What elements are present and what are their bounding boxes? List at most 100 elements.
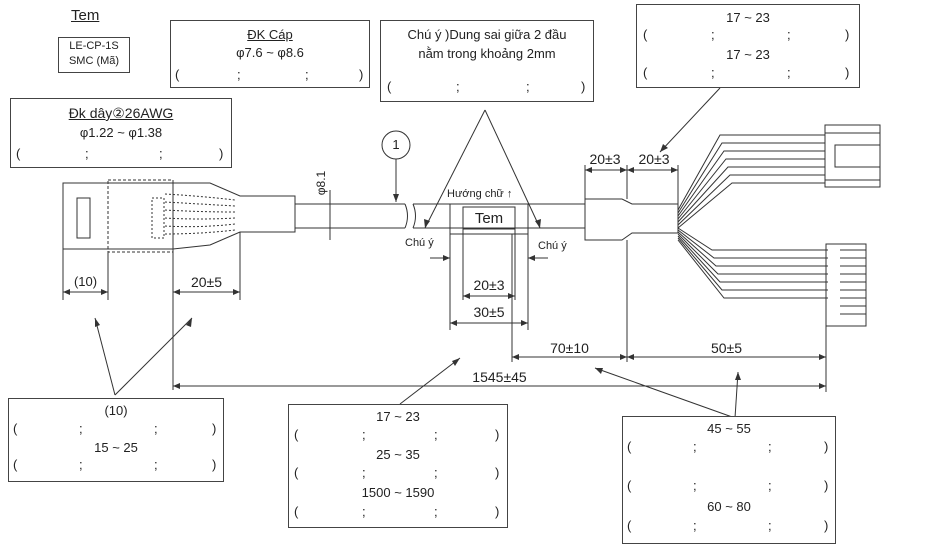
- dim-50-5: 50±5: [710, 340, 743, 356]
- connector-top-paren-open: (: [643, 65, 648, 80]
- bottom-center-paren-open: (: [294, 504, 299, 519]
- tolerance-note-semicolon: ;: [526, 79, 530, 94]
- bottom-right-paren-open: (: [627, 439, 632, 454]
- cable-spec-paren-open: (: [175, 67, 180, 82]
- tem-label: Tem: [474, 210, 504, 227]
- wire-spec-semicolon: ;: [159, 146, 163, 161]
- connector-top-semicolon: ;: [711, 65, 715, 80]
- bottom-center-row-2: 25 ~ 35: [376, 447, 420, 462]
- bottom-left-paren-close: ): [212, 421, 217, 436]
- bottom-center-paren-open: (: [294, 427, 299, 442]
- tolerance-note-box: Chú ý )Dung sai giữa 2 đầu nằm trong kho…: [380, 20, 594, 102]
- bottom-left-paren-open: (: [13, 457, 18, 472]
- bottom-right-paren-close: ): [824, 478, 829, 493]
- bottom-right-paren-close: ): [824, 439, 829, 454]
- bottom-center-paren-open: (: [294, 465, 299, 480]
- dim-20-3-a: 20±3: [589, 151, 621, 167]
- dim-20-3-center: 20±3: [473, 277, 505, 293]
- note-right: Chú ý: [538, 240, 567, 252]
- bottom-center-paren-close: ): [495, 465, 500, 480]
- bottom-center-paren-close: ): [495, 427, 500, 442]
- dim-1545-45: 1545±45: [472, 369, 527, 385]
- bottom-left-semicolon: ;: [154, 457, 158, 472]
- bottom-right-semicolon: ;: [768, 439, 772, 454]
- bottom-right-semicolon: ;: [693, 439, 697, 454]
- connector-top-semicolon: ;: [711, 27, 715, 42]
- cable-spec-box: ĐK Cáp φ7.6 ~ φ8.6 ( ; ; ): [170, 20, 370, 88]
- connector-top-semicolon: ;: [787, 27, 791, 42]
- dim-20-3-b: 20±3: [638, 151, 670, 167]
- tolerance-note-paren-close: ): [581, 79, 586, 94]
- bottom-left-box: (10) ( ; ; ) 15 ~ 25 ( ; ; ): [8, 398, 224, 482]
- tolerance-note-paren-open: (: [387, 79, 392, 94]
- label-tag-title: Tem: [71, 7, 100, 24]
- connector-top-paren-close: ): [845, 27, 850, 42]
- label-tag-box: LE-CP-1S SMC (Mã): [58, 37, 130, 73]
- bottom-center-paren-close: ): [495, 504, 500, 519]
- wire-spec-box: Đk dây②26AWG φ1.22 ~ φ1.38 ( ; ; ): [10, 98, 232, 168]
- bottom-center-semicolon: ;: [434, 465, 438, 480]
- cable-spec-value: φ7.6 ~ φ8.6: [236, 45, 304, 60]
- wire-spec-paren-open: (: [16, 146, 21, 161]
- bottom-center-row-1: 17 ~ 23: [376, 409, 420, 424]
- connector-top-paren-open: (: [643, 27, 648, 42]
- bottom-center-semicolon: ;: [362, 427, 366, 442]
- cable-spec-title: ĐK Cáp: [247, 27, 293, 42]
- bottom-right-semicolon: ;: [693, 478, 697, 493]
- connector-top-row-1: 17 ~ 23: [726, 10, 770, 25]
- bottom-left-paren-open: (: [13, 421, 18, 436]
- left-connector-housing: [107, 179, 174, 253]
- bottom-right-box: 45 ~ 55 ( ; ; ) ( ; ; ) 60 ~ 80 ( ; ; ): [622, 416, 836, 544]
- bottom-center-semicolon: ;: [434, 427, 438, 442]
- bottom-center-box: 17 ~ 23 ( ; ; ) 25 ~ 35 ( ; ; ) 1500 ~ 1…: [288, 404, 508, 528]
- dim-10: (10): [73, 274, 98, 289]
- bottom-right-row-1: 45 ~ 55: [707, 421, 751, 436]
- tolerance-note-line-1: Chú ý )Dung sai giữa 2 đầu: [407, 27, 567, 42]
- bottom-left-semicolon: ;: [154, 421, 158, 436]
- bottom-left-row-2: 15 ~ 25: [94, 440, 138, 455]
- connector-top-semicolon: ;: [787, 65, 791, 80]
- tolerance-note-line-2: nằm trong khoảng 2mm: [418, 46, 556, 61]
- dim-30-5: 30±5: [473, 304, 505, 320]
- bottom-right-connector: [825, 243, 867, 327]
- wire-spec-semicolon: ;: [85, 146, 89, 161]
- dim-20-5: 20±5: [190, 274, 223, 290]
- bottom-left-semicolon: ;: [79, 457, 83, 472]
- direction-label: Hướng chữ ↑: [447, 188, 513, 200]
- bottom-center-semicolon: ;: [362, 504, 366, 519]
- note-left: Chú ý: [405, 237, 434, 249]
- connector-top-paren-close: ): [845, 65, 850, 80]
- bottom-left-row-1: (10): [104, 403, 128, 418]
- left-connector-outer: [62, 182, 174, 250]
- dim-70-10: 70±10: [550, 340, 589, 356]
- wire-spec-paren-close: ): [219, 146, 224, 161]
- cable-spec-semicolon: ;: [237, 67, 241, 82]
- wire-spec-value: φ1.22 ~ φ1.38: [79, 125, 163, 140]
- bottom-center-row-3: 1500 ~ 1590: [361, 485, 435, 500]
- label-tag-line-1: LE-CP-1S: [69, 40, 119, 52]
- diameter-label: φ8.1: [314, 170, 329, 196]
- tolerance-note-semicolon: ;: [456, 79, 460, 94]
- bottom-center-semicolon: ;: [362, 465, 366, 480]
- bottom-right-row-2: 60 ~ 80: [707, 499, 751, 514]
- cable-spec-paren-close: ): [359, 67, 364, 82]
- bottom-right-semicolon: ;: [768, 478, 772, 493]
- label-sleeve: [449, 203, 529, 235]
- bottom-right-paren-open: (: [627, 518, 632, 533]
- bottom-center-semicolon: ;: [434, 504, 438, 519]
- wire-spec-title: Đk dây②26AWG: [68, 105, 174, 121]
- bottom-left-semicolon: ;: [79, 421, 83, 436]
- bottom-right-semicolon: ;: [693, 518, 697, 533]
- bottom-right-paren-close: ): [824, 518, 829, 533]
- left-connector-latch: [76, 197, 91, 239]
- bottom-right-paren-open: (: [627, 478, 632, 493]
- bottom-right-semicolon: ;: [768, 518, 772, 533]
- top-right-connector: [824, 124, 881, 188]
- cable-spec-semicolon: ;: [305, 67, 309, 82]
- bottom-left-paren-close: ): [212, 457, 217, 472]
- connector-top-box: 17 ~ 23 ( ; ; ) 17 ~ 23 ( ; ; ): [636, 4, 860, 88]
- label-tag-line-2: SMC (Mã): [68, 55, 120, 67]
- left-connector-slot: [151, 197, 165, 239]
- connector-top-row-2: 17 ~ 23: [726, 47, 770, 62]
